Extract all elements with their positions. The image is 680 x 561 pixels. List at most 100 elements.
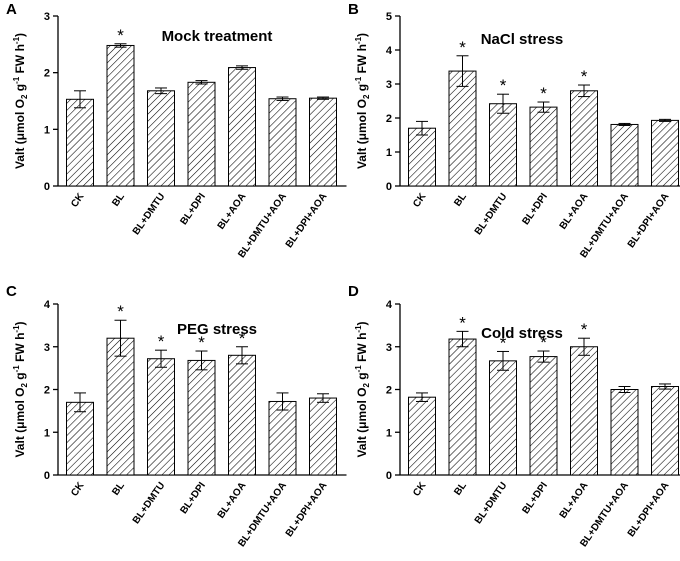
bar-bl-dpi-aoa	[651, 386, 679, 476]
category-label: CK	[411, 191, 429, 210]
y-tick-label: 4	[386, 45, 393, 57]
y-tick-label: 2	[386, 113, 392, 125]
bar-bl	[106, 337, 135, 476]
bar-bl-aoa	[570, 90, 598, 187]
chart-title: PEG stress	[177, 321, 257, 338]
category-label: BL	[110, 480, 127, 497]
category-label: BL+DPI	[520, 480, 550, 516]
panel-a: A Mock treatment 0 1 2 3 Valt (μmol O2 g-1 FW …	[6, 1, 347, 260]
bar-ck	[408, 396, 436, 476]
significance-marker: *	[500, 333, 507, 352]
bar-bl-dmtu	[489, 360, 517, 476]
y-axis-title: Valt (μmol O2 g-1 FW h-1)	[12, 321, 29, 457]
category-label: BL+DMTU	[131, 480, 168, 526]
chart-title: Cold stress	[481, 325, 563, 342]
y-tick-label: 3	[386, 79, 392, 91]
y-tick-label: 1	[44, 427, 50, 439]
category-label: BL+DPI	[178, 480, 208, 516]
significance-marker: *	[117, 26, 124, 45]
category-label: BL+AOA	[216, 191, 249, 231]
bar-bl-dpi-aoa	[309, 97, 337, 187]
significance-marker: *	[500, 76, 507, 95]
category-label: BL+AOA	[558, 191, 591, 231]
category-label: BL	[452, 480, 469, 497]
significance-marker: *	[581, 320, 588, 339]
bar-bl-aoa	[228, 67, 256, 187]
bar-bl-dmtu	[489, 103, 517, 187]
y-tick-label: 2	[44, 385, 50, 397]
category-label: BL+AOA	[216, 480, 249, 520]
panel-letter: C	[6, 283, 17, 300]
panel-letter: A	[6, 1, 17, 18]
category-label: BL+DMTU	[473, 480, 510, 526]
y-axis-title: Valt (μmol O2 g-1 FW h-1)	[354, 321, 371, 457]
panel-c: C PEG stress 0 1 2 3 4 Valt (μmol O2 g-1 FW h-1…	[6, 283, 347, 549]
bar-bl	[106, 44, 135, 187]
significance-marker: *	[459, 313, 466, 332]
chart-title: NaCl stress	[481, 31, 564, 48]
bar-bl-dmtu	[147, 90, 175, 187]
significance-marker: *	[540, 84, 547, 103]
category-label: CK	[411, 480, 429, 499]
bar-bl-dpi-aoa	[651, 119, 679, 187]
significance-marker: *	[158, 332, 165, 351]
category-label: BL+DPI+AOA	[284, 480, 330, 539]
bar-bl-dpi	[529, 106, 558, 187]
panel-letter: D	[348, 283, 359, 300]
category-label: BL+DMTU	[131, 191, 168, 237]
bar-bl	[448, 338, 477, 476]
y-tick-label: 1	[386, 147, 392, 159]
panel-letter: B	[348, 1, 359, 18]
category-label: BL	[110, 191, 127, 208]
category-label: CK	[69, 191, 87, 210]
category-label: BL+DPI+AOA	[626, 480, 672, 539]
bar-bl-dpi	[529, 356, 558, 476]
bar-bl-dmtu-aoa	[610, 123, 639, 187]
bar-bl-dmtu-aoa	[610, 389, 639, 476]
significance-marker: *	[459, 38, 466, 57]
category-label: CK	[69, 480, 87, 499]
y-tick-label: 4	[386, 299, 393, 311]
chart-title: Mock treatment	[162, 28, 273, 45]
bar-bl-dpi	[187, 359, 216, 476]
bar-bl-dmtu-aoa	[268, 400, 297, 476]
significance-marker: *	[198, 333, 205, 352]
y-tick-label: 3	[44, 11, 50, 23]
bar-bl-dmtu-aoa	[268, 98, 297, 187]
category-label: BL+DPI	[520, 191, 550, 227]
category-label: BL+DPI+AOA	[284, 191, 330, 250]
y-tick-label: 3	[386, 342, 392, 354]
panel-d: D Cold stress 0 1 2 3 4 Valt (μmol O2 g-1 FW h-…	[348, 283, 680, 549]
y-tick-label: 2	[386, 385, 392, 397]
y-axis-title: Valt (μmol O2 g-1 FW h-1)	[354, 33, 371, 169]
bar-ck	[66, 401, 94, 476]
bar-bl-aoa	[228, 354, 256, 476]
y-tick-label: 0	[386, 470, 392, 482]
category-label: BL+DPI	[178, 191, 208, 227]
y-tick-label: 1	[386, 427, 392, 439]
bar-bl-aoa	[570, 346, 598, 476]
y-tick-label: 0	[44, 181, 50, 193]
panel-b: B NaCl stress 0 1 2 3 4 5 Valt (μmol O2 g-1 FW h…	[348, 1, 680, 260]
bar-bl-dpi-aoa	[309, 397, 337, 476]
y-tick-label: 3	[44, 342, 50, 354]
category-label: BL+DMTU	[473, 191, 510, 237]
y-axis-title: Valt (μmol O2 g-1 FW h-1)	[12, 33, 29, 169]
significance-marker: *	[239, 329, 246, 348]
category-label: BL	[452, 191, 469, 208]
y-tick-label: 0	[44, 470, 50, 482]
category-label: BL+DPI+AOA	[626, 191, 672, 250]
bar-bl-dpi	[187, 81, 216, 187]
significance-marker: *	[117, 302, 124, 321]
bar-ck	[66, 98, 94, 187]
bar-bl-dmtu	[147, 358, 175, 476]
significance-marker: *	[540, 333, 547, 352]
y-tick-label: 5	[386, 11, 392, 23]
significance-marker: *	[581, 67, 588, 86]
bar-ck	[408, 127, 436, 187]
y-tick-label: 4	[44, 299, 51, 311]
category-label: BL+AOA	[558, 480, 591, 520]
bar-bl	[448, 70, 477, 187]
y-tick-label: 0	[386, 181, 392, 193]
